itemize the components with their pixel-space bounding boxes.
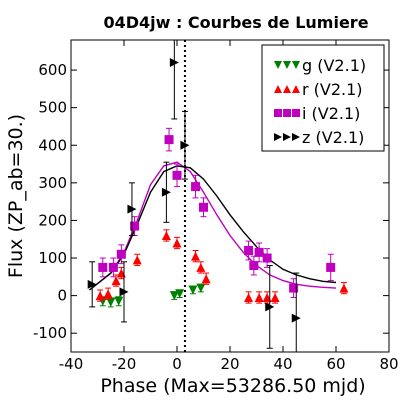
data-point-g <box>106 297 116 307</box>
data-point-z <box>127 204 137 214</box>
series-r <box>95 229 349 304</box>
data-point-r <box>132 255 142 265</box>
legend-entry-z: z (V2.1) <box>274 128 364 147</box>
data-point-i <box>130 221 140 231</box>
legend-marker-z <box>274 133 282 141</box>
data-point-r <box>103 289 113 299</box>
data-layer <box>87 40 349 352</box>
x-tick-label: 0 <box>172 355 182 373</box>
legend-marker-i <box>283 109 291 117</box>
x-tick-label: 20 <box>220 355 239 373</box>
data-point-i <box>262 253 272 263</box>
y-tick-label: -100 <box>33 324 67 342</box>
y-tick-label: 100 <box>38 249 67 267</box>
data-point-z <box>180 140 190 150</box>
legend-box <box>261 44 385 152</box>
legend-label-g: g (V2.1) <box>302 56 366 75</box>
series-g <box>98 283 206 308</box>
data-point-z <box>265 302 275 312</box>
legend-marker-i <box>292 109 300 117</box>
y-tick-label: 300 <box>38 174 67 192</box>
series-z <box>87 40 301 352</box>
y-tick-label: 0 <box>57 287 67 305</box>
data-point-i <box>289 283 299 293</box>
data-point-z <box>169 58 179 68</box>
data-point-g <box>175 289 185 299</box>
legend-marker-z <box>292 133 300 141</box>
data-point-i <box>249 261 259 271</box>
legend-marker-z <box>283 133 291 141</box>
data-point-i <box>191 182 201 192</box>
legend-marker-r <box>283 85 291 93</box>
data-point-r <box>201 274 211 284</box>
x-tick-label: -20 <box>112 355 137 373</box>
legend-entry-r: r (V2.1) <box>274 80 363 99</box>
legend-marker-g <box>274 61 282 69</box>
x-tick-label: -40 <box>59 355 84 373</box>
legend-marker-r <box>274 85 282 93</box>
fit-curve-z <box>89 165 337 291</box>
chart-title: 04D4jw : Courbes de Lumiere <box>103 13 368 32</box>
y-axis-label: Flux (ZP_ab=30.) <box>5 114 27 278</box>
x-tick-label: 60 <box>326 355 345 373</box>
data-point-z <box>87 279 97 289</box>
legend-marker-r <box>292 85 300 93</box>
data-point-i <box>98 262 108 272</box>
data-point-i <box>244 246 254 256</box>
data-point-i <box>199 202 208 212</box>
data-point-i <box>326 262 336 272</box>
x-axis-label: Phase (Max=53286.50 mjd) <box>100 375 365 397</box>
series-i <box>98 127 336 298</box>
data-point-r <box>172 238 182 248</box>
data-point-r <box>95 291 105 301</box>
legend-label-r: r (V2.1) <box>302 80 363 99</box>
data-point-z <box>119 287 129 297</box>
data-point-i <box>254 247 264 257</box>
data-point-r <box>111 276 121 286</box>
y-tick-label: 400 <box>38 136 67 154</box>
data-point-g <box>188 285 198 295</box>
legend: g (V2.1) r (V2.1) i (V2.1) z (V2.1) <box>261 44 385 152</box>
data-point-g <box>169 291 179 301</box>
data-point-i <box>116 249 126 259</box>
legend-label-z: z (V2.1) <box>302 128 364 147</box>
data-point-r <box>244 292 254 302</box>
data-point-r <box>270 292 280 302</box>
y-tick-label: 600 <box>38 61 67 79</box>
legend-marker-g <box>283 61 291 69</box>
legend-entry-g: g (V2.1) <box>274 56 366 75</box>
x-tick-label: 40 <box>273 355 292 373</box>
data-point-r <box>339 283 349 293</box>
y-tick-label: 500 <box>38 99 67 117</box>
data-point-g <box>196 283 206 293</box>
fit-curve-i <box>89 161 337 291</box>
plot-area: -40 -20 0 20 40 60 80 -100 0 100 200 300 400 500 600 <box>33 39 399 373</box>
data-point-g <box>114 296 124 306</box>
data-point-r <box>191 251 201 261</box>
data-point-r <box>254 292 264 302</box>
y-tick-label: 200 <box>38 211 67 229</box>
legend-marker-g <box>292 61 300 69</box>
x-tick-label: 80 <box>379 355 398 373</box>
legend-entry-i: i (V2.1) <box>274 104 360 123</box>
data-point-z <box>291 313 301 323</box>
data-point-z <box>161 187 171 197</box>
legend-label-i: i (V2.1) <box>302 104 360 123</box>
data-point-i <box>172 170 182 180</box>
legend-marker-i <box>274 109 282 117</box>
data-point-i <box>164 135 174 145</box>
data-point-r <box>161 230 171 240</box>
data-point-r <box>196 262 206 272</box>
data-point-i <box>108 262 118 272</box>
